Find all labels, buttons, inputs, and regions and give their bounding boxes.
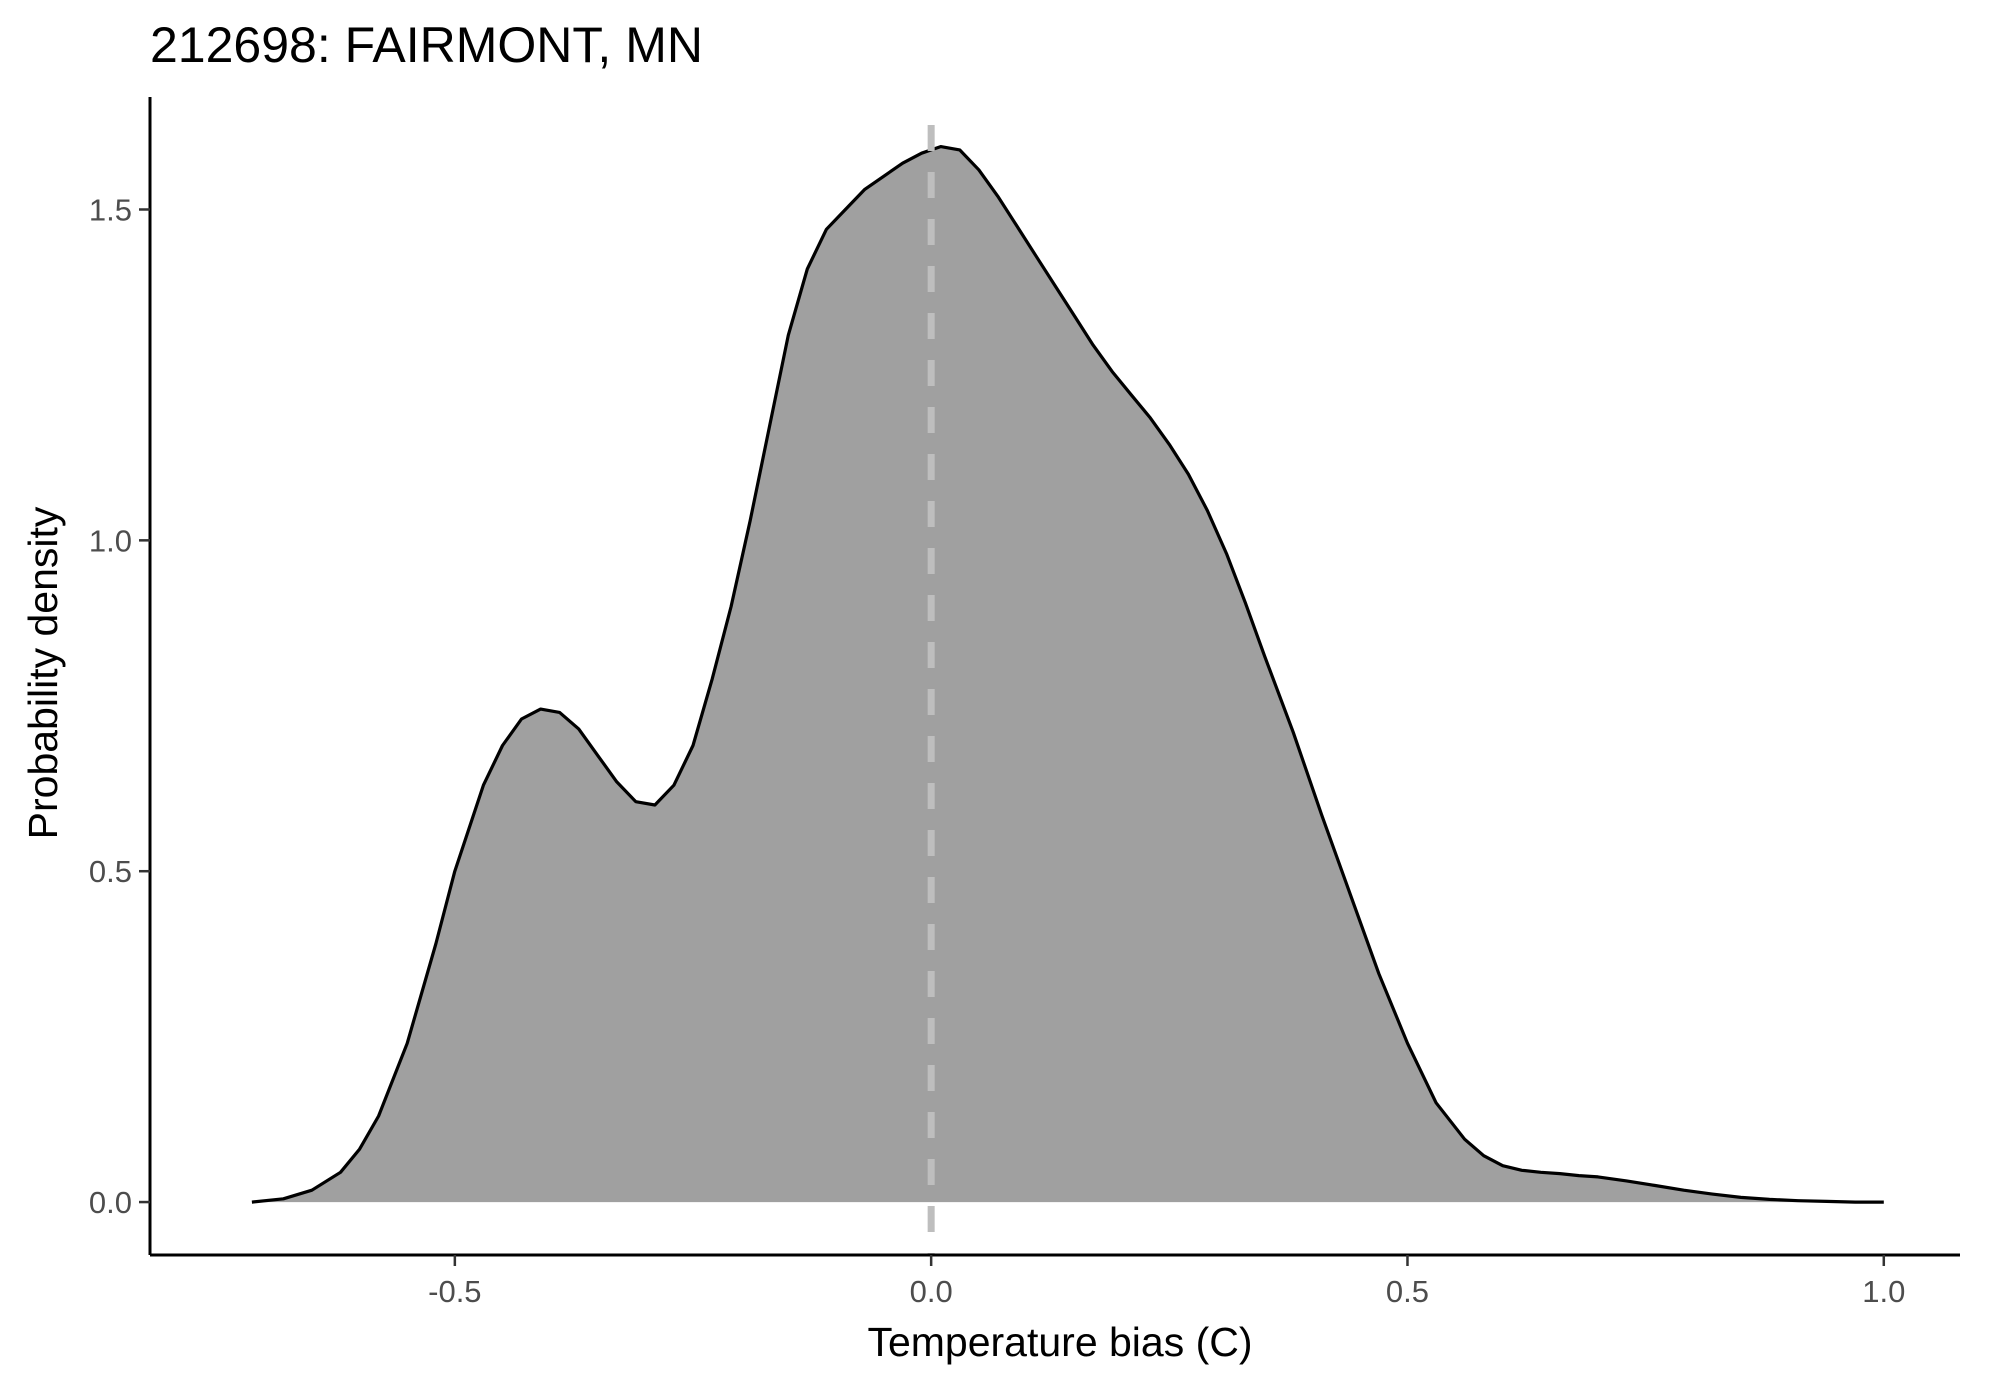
y-tick-label: 1.5 bbox=[89, 192, 132, 227]
density-area-group bbox=[251, 145, 1884, 1204]
axes-group bbox=[148, 97, 1960, 1257]
x-axis-title: Temperature bias (C) bbox=[867, 1319, 1252, 1365]
density-curve bbox=[251, 145, 1884, 1204]
x-tick-label: 0.5 bbox=[1386, 1274, 1429, 1309]
density-fill bbox=[251, 146, 1884, 1203]
y-tick-label: 1.0 bbox=[89, 523, 132, 558]
x-tick-label: 1.0 bbox=[1862, 1274, 1905, 1309]
y-tick-label: 0.0 bbox=[89, 1185, 132, 1220]
chart-title: 212698: FAIRMONT, MN bbox=[150, 17, 703, 73]
y-axis-title: Probability density bbox=[20, 506, 66, 839]
y-tick-label: 0.5 bbox=[89, 854, 132, 889]
x-tick-label: 0.0 bbox=[910, 1274, 953, 1309]
ticks-group: -0.5 0.0 0.5 1.0 0.0 0.5 1.0 1.5 bbox=[89, 192, 1905, 1309]
x-tick-label: -0.5 bbox=[428, 1274, 481, 1309]
